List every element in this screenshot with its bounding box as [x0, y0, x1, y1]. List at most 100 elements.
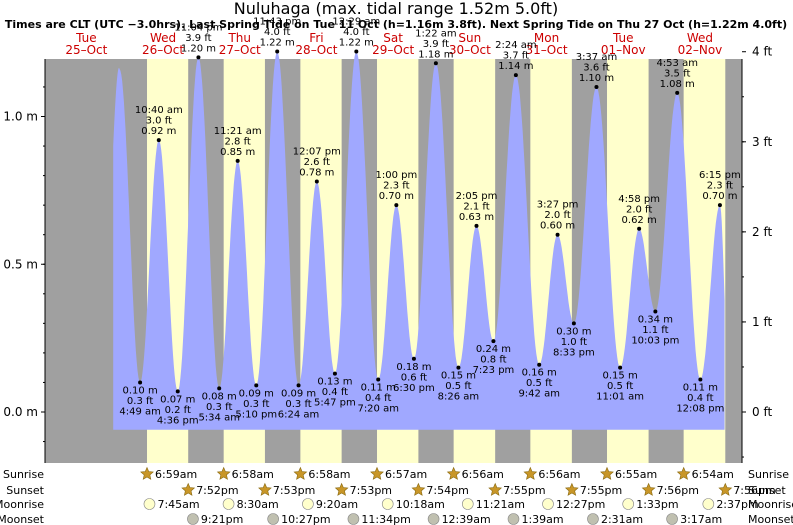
low-tide-label: 6:24 am	[278, 409, 320, 420]
low-tide-label: 0.3 ft	[243, 399, 269, 410]
sunrise-time: 6:56am	[462, 468, 504, 481]
tide-extremum-point	[594, 84, 599, 89]
sunrise-row-label-right: Sunrise	[748, 468, 789, 481]
low-tide-label: 0.10 m	[123, 385, 158, 396]
sunrise-time: 6:54am	[692, 468, 734, 481]
low-tide-label: 0.5 ft	[607, 381, 633, 392]
low-tide-label: 0.5 ft	[445, 381, 471, 392]
sunset-time: 7:54pm	[426, 484, 468, 497]
high-tide-label: 11:04 pm	[174, 22, 222, 33]
day-date: 27–Oct	[219, 43, 261, 57]
day-date: 29–Oct	[372, 43, 414, 57]
high-tide-label: 1.22 m	[260, 37, 295, 48]
sunrise-time: 6:58am	[308, 468, 350, 481]
day-date: 02–Nov	[678, 43, 723, 57]
low-tide-label: 10:03 pm	[631, 336, 679, 347]
day-name: Fri	[309, 31, 323, 45]
low-tide-label: 7:23 pm	[473, 365, 515, 376]
sunset-time: 7:52pm	[196, 484, 238, 497]
moonrise-row-label: Moonrise	[0, 498, 44, 511]
low-tide-label: 5:47 pm	[314, 398, 356, 409]
sunset-time: 7:56pm	[733, 484, 775, 497]
low-tide-label: 8:33 pm	[553, 347, 595, 358]
low-tide-label: 5:10 pm	[235, 409, 277, 420]
low-tide-label: 0.15 m	[603, 371, 638, 382]
right-tick-label: 2 ft	[752, 225, 772, 239]
chart-subtitle: Times are CLT (UTC −3.0hrs). Last Spring…	[5, 18, 787, 31]
high-tide-label: 0.85 m	[220, 147, 255, 158]
high-tide-label: 4.0 ft	[343, 27, 369, 38]
moonset-time: 11:34pm	[361, 513, 410, 525]
tide-extremum-point	[411, 356, 416, 361]
low-tide-label: 0.08 m	[202, 391, 237, 402]
high-tide-label: 3.7 ft	[503, 51, 529, 62]
high-tide-label: 0.78 m	[299, 168, 334, 179]
sunset-icon	[641, 482, 656, 496]
tide-extremum-point	[433, 61, 438, 66]
tide-extremum-point	[254, 383, 259, 388]
sunset-icon	[258, 482, 272, 496]
tide-curve-area	[113, 51, 725, 430]
high-tide-label: 11:43 pm	[253, 16, 301, 27]
day-date: 31–Oct	[526, 43, 568, 57]
low-tide-label: 0.3 ft	[206, 402, 232, 413]
sunset-icon	[718, 482, 733, 496]
sunrise-time: 6:58am	[232, 468, 274, 481]
moonrise-time: 7:45am	[157, 498, 199, 511]
tide-extremum-point	[394, 203, 399, 208]
high-tide-label: 1.22 m	[339, 37, 374, 48]
day-date: 01–Nov	[601, 43, 646, 57]
high-tide-label: 11:21 am	[214, 126, 262, 137]
moonrise-icon	[381, 498, 394, 510]
sunset-icon	[334, 482, 349, 496]
high-tide-label: 1:22 am	[415, 28, 457, 39]
high-tide-label: 2.0 ft	[544, 210, 570, 221]
tide-extremum-point	[571, 321, 576, 326]
tide-extremum-point	[456, 365, 461, 370]
high-tide-label: 1.10 m	[579, 73, 614, 84]
high-tide-label: 3.9 ft	[423, 39, 449, 50]
tide-extremum-point	[717, 203, 722, 208]
day-name: Wed	[150, 31, 176, 45]
low-tide-label: 11:01 am	[596, 392, 644, 403]
moonset-icon	[187, 513, 199, 525]
high-tide-label: 0.63 m	[459, 212, 494, 223]
high-tide-label: 6:15 pm	[699, 170, 741, 181]
moonset-icon	[427, 513, 440, 525]
moonrise-icon	[461, 498, 474, 510]
day-name: Sun	[458, 31, 481, 45]
sunset-icon	[488, 482, 503, 496]
high-tide-label: 3.6 ft	[583, 62, 609, 73]
high-tide-label: 2.3 ft	[383, 181, 409, 192]
low-tide-label: 4:36 pm	[157, 415, 199, 426]
sunset-icon	[411, 482, 426, 496]
moonrise-time: 8:30am	[237, 498, 279, 511]
day-name: Wed	[687, 31, 713, 45]
high-tide-label: 3.9 ft	[185, 33, 211, 44]
moonrise-time: 2:37pm	[716, 498, 758, 511]
high-tide-label: 0.70 m	[702, 191, 737, 202]
tide-extremum-point	[491, 339, 496, 344]
low-tide-label: 5:34 am	[198, 412, 240, 423]
moonrise-time: 12:27pm	[556, 498, 605, 511]
sunrise-row-label: Sunrise	[3, 468, 44, 481]
day-date: 25–Oct	[65, 43, 107, 57]
high-tide-label: 1.14 m	[498, 61, 533, 72]
tide-extremum-point	[653, 309, 658, 314]
sunset-time: 7:53pm	[350, 484, 392, 497]
moonset-row-label: Moonset	[0, 513, 45, 525]
moonset-time: 2:31am	[601, 513, 643, 525]
tide-extremum-point	[217, 386, 222, 391]
tide-extremum-point	[618, 365, 623, 370]
moonrise-icon	[302, 498, 314, 510]
low-tide-label: 0.07 m	[160, 394, 195, 405]
day-name: Tue	[75, 31, 97, 45]
moonrise-time: 10:18am	[396, 498, 445, 511]
sunrise-time: 6:59am	[155, 468, 197, 481]
low-tide-label: 0.16 m	[522, 368, 557, 379]
low-tide-label: 0.2 ft	[165, 405, 191, 416]
day-name: Mon	[534, 31, 559, 45]
low-tide-label: 0.3 ft	[127, 396, 153, 407]
moonrise-time: 1:33pm	[636, 498, 678, 511]
day-date: 28–Oct	[295, 43, 337, 57]
